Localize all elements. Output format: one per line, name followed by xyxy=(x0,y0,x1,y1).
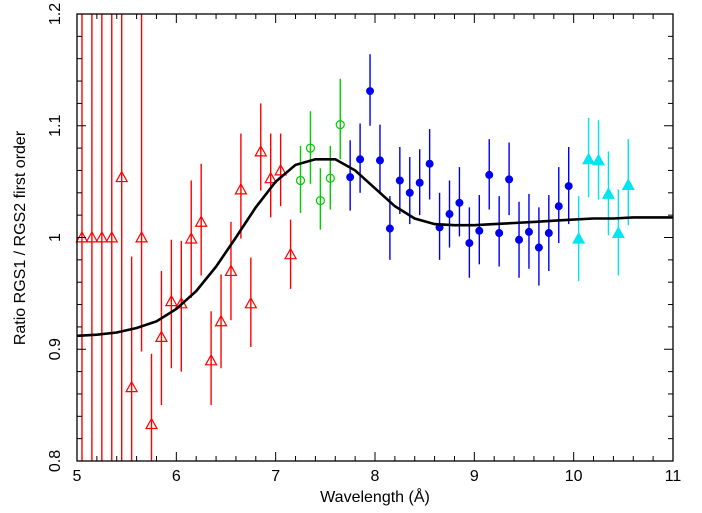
data-point-s2-p17 xyxy=(515,235,524,244)
data-point-s1-p1 xyxy=(305,143,316,153)
data-point-s3-p0 xyxy=(572,231,586,244)
model-curve xyxy=(76,158,673,338)
data-point-s0-p12 xyxy=(194,215,208,227)
data-point-s2-p6 xyxy=(405,188,414,197)
x-tick-label-4: 9 xyxy=(470,468,479,485)
y-tick-label-1: 0.9 xyxy=(47,338,64,360)
data-point-s2-p12 xyxy=(465,239,474,248)
data-point-s0-p0 xyxy=(75,230,89,243)
data-point-s3-p3 xyxy=(601,187,615,199)
x-tick-label-5: 10 xyxy=(565,468,583,485)
y-tick-label-2: 1 xyxy=(47,233,64,242)
data-point-s2-p16 xyxy=(505,175,514,184)
plot-frame xyxy=(76,13,674,462)
data-point-s1-p2 xyxy=(315,196,325,206)
data-point-s2-p7 xyxy=(415,178,424,187)
data-point-s0-p13 xyxy=(204,353,218,366)
data-point-s2-p0 xyxy=(346,173,355,182)
x-axis-label: Wavelength (Å) xyxy=(320,487,430,506)
data-point-s1-p4 xyxy=(335,120,345,130)
data-point-s3-p2 xyxy=(591,153,606,166)
data-point-s2-p19 xyxy=(534,243,543,252)
data-point-s1-p0 xyxy=(295,175,306,186)
y-tick-label-0: 0.8 xyxy=(47,450,64,472)
data-point-s2-p1 xyxy=(356,155,365,164)
data-point-s0-p16 xyxy=(234,182,248,195)
data-point-s0-p7 xyxy=(144,417,159,430)
data-marks xyxy=(75,14,635,461)
x-tick-label-0: 5 xyxy=(73,468,82,485)
data-point-s0-p9 xyxy=(164,294,178,307)
data-point-s2-p15 xyxy=(495,229,504,238)
data-point-s0-p1 xyxy=(85,230,99,243)
data-point-s2-p10 xyxy=(445,210,454,219)
data-point-s2-p5 xyxy=(395,176,404,185)
y-tick-label-4: 1.2 xyxy=(47,3,64,25)
x-tick-label-6: 11 xyxy=(665,468,682,485)
data-point-s0-p15 xyxy=(224,264,238,277)
data-point-s1-p3 xyxy=(325,173,335,183)
data-point-s0-p17 xyxy=(244,296,258,309)
data-point-s0-p5 xyxy=(125,380,139,393)
data-point-s2-p20 xyxy=(544,229,553,238)
y-tick-label-3: 1.1 xyxy=(47,115,64,137)
data-point-s3-p5 xyxy=(621,178,635,190)
data-point-s2-p18 xyxy=(524,227,533,236)
data-point-s0-p21 xyxy=(284,247,298,260)
data-point-s0-p3 xyxy=(105,230,119,243)
data-point-s0-p20 xyxy=(274,163,288,176)
data-point-s3-p4 xyxy=(611,226,625,239)
data-point-s0-p19 xyxy=(264,171,278,184)
x-tick-label-2: 7 xyxy=(271,468,280,485)
data-point-s0-p4 xyxy=(115,170,129,183)
data-point-s0-p18 xyxy=(254,144,268,157)
data-point-s2-p21 xyxy=(554,202,563,211)
data-point-s0-p11 xyxy=(184,231,198,244)
x-tick-label-1: 6 xyxy=(172,468,181,485)
data-point-s2-p11 xyxy=(455,198,464,207)
data-point-s2-p3 xyxy=(375,156,384,165)
data-point-s0-p2 xyxy=(95,230,109,243)
data-point-s2-p8 xyxy=(425,159,434,168)
data-point-s2-p22 xyxy=(564,182,573,191)
data-point-s3-p1 xyxy=(582,152,596,165)
axis-ticks: 5 6 7 8 9 10 11 0.8 0.9 1 1.1 1.2 xyxy=(47,3,681,485)
data-point-s2-p14 xyxy=(485,170,494,179)
data-point-s2-p13 xyxy=(475,226,484,235)
x-tick-label-3: 8 xyxy=(371,468,380,485)
data-point-s2-p4 xyxy=(385,224,394,233)
data-point-s0-p14 xyxy=(214,314,228,327)
data-point-s0-p6 xyxy=(135,230,149,243)
data-point-s2-p2 xyxy=(366,87,375,96)
data-point-s0-p8 xyxy=(154,330,168,342)
y-axis-label: Ratio RGS1 / RGS2 first order xyxy=(12,130,29,345)
